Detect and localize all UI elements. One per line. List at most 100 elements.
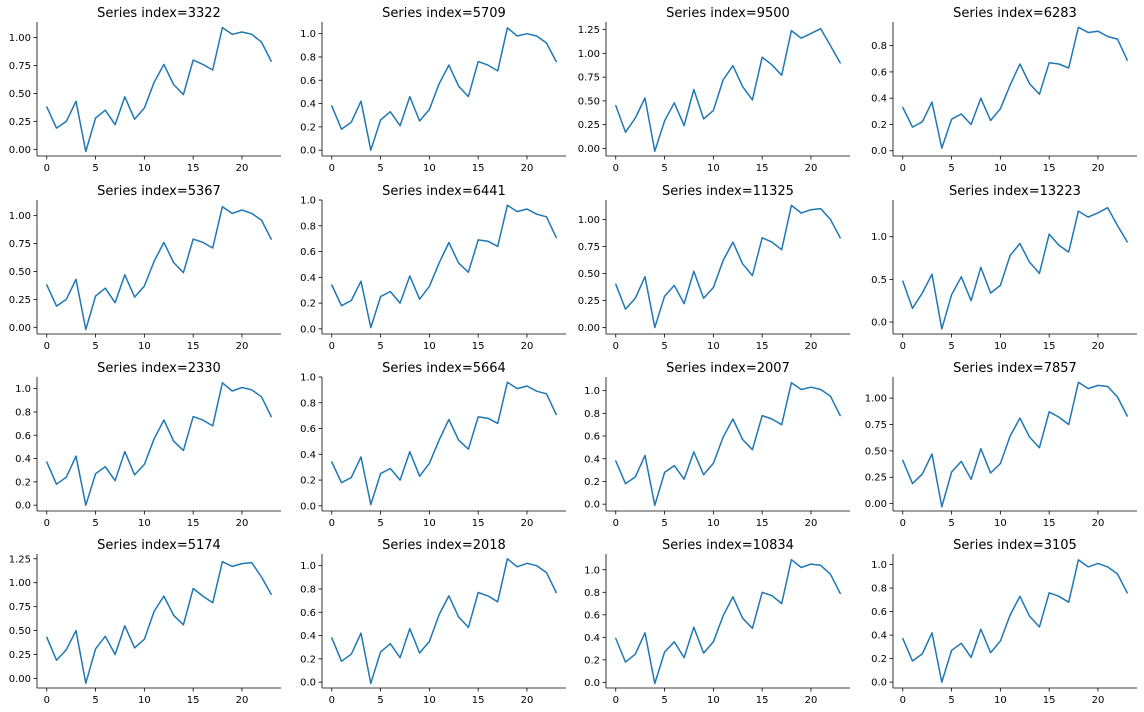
y-tick-label: 0.6 bbox=[300, 424, 316, 435]
y-tick-label: 1.0 bbox=[300, 29, 316, 40]
y-tick-label: 0.6 bbox=[300, 608, 316, 619]
x-tick-label: 20 bbox=[805, 518, 818, 529]
y-tick-label: 0.50 bbox=[9, 89, 31, 100]
y-tick-label: 0.6 bbox=[584, 432, 600, 443]
y-tick-label: 0.0 bbox=[300, 146, 316, 157]
subplot-title: Series index=2007 bbox=[666, 361, 790, 376]
y-tick-label: 1.0 bbox=[300, 561, 316, 572]
x-tick-label: 15 bbox=[1043, 341, 1056, 352]
x-tick-label: 0 bbox=[44, 341, 50, 352]
y-tick-label: 0.8 bbox=[584, 588, 600, 599]
y-tick-label: 0.4 bbox=[15, 454, 31, 465]
y-tick-label: 1.0 bbox=[300, 196, 316, 207]
y-tick-label: 0.0 bbox=[15, 501, 31, 512]
subplot-5: Series index=5367 0 5 10 15 20 0.00 0.25 0.50 0.7… bbox=[9, 184, 281, 352]
y-tick-label: 0.50 bbox=[9, 267, 31, 278]
x-tick-label: 20 bbox=[521, 518, 534, 529]
y-tick-label: 0.6 bbox=[15, 431, 31, 442]
x-tick-label: 0 bbox=[329, 163, 335, 174]
subplot-title: Series index=13223 bbox=[949, 184, 1081, 199]
x-tick-label: 0 bbox=[900, 341, 906, 352]
y-tick-label: 0.0 bbox=[871, 678, 887, 689]
x-tick-label: 20 bbox=[236, 695, 249, 706]
y-tick-label: 0.25 bbox=[578, 120, 600, 131]
x-tick-label: 5 bbox=[377, 341, 383, 352]
x-tick-label: 5 bbox=[377, 695, 383, 706]
y-tick-label: 1.25 bbox=[578, 25, 600, 36]
y-tick-label: 0.4 bbox=[300, 631, 316, 642]
y-tick-label: 0.2 bbox=[300, 122, 316, 133]
x-tick-label: 20 bbox=[1092, 341, 1105, 352]
x-tick-label: 0 bbox=[44, 518, 50, 529]
y-tick-label: 0.00 bbox=[9, 323, 31, 334]
y-tick-label: 0.8 bbox=[584, 409, 600, 420]
y-tick-label: 0.4 bbox=[584, 454, 600, 465]
series-line bbox=[331, 381, 557, 506]
y-tick-label: 0.00 bbox=[865, 499, 887, 510]
x-tick-label: 5 bbox=[377, 163, 383, 174]
subplot-6: Series index=6441 0 5 10 15 20 0.0 0.2 0.4 0.6 0.8… bbox=[300, 184, 566, 352]
x-tick-label: 5 bbox=[948, 695, 954, 706]
series-line bbox=[902, 559, 1128, 683]
subplot-title: Series index=2018 bbox=[382, 538, 506, 553]
x-tick-label: 0 bbox=[613, 695, 619, 706]
x-tick-label: 15 bbox=[756, 163, 769, 174]
y-tick-label: 0.8 bbox=[15, 407, 31, 418]
y-tick-label: 0.25 bbox=[578, 296, 600, 307]
subplot-title: Series index=3105 bbox=[953, 538, 1077, 553]
x-tick-label: 0 bbox=[44, 695, 50, 706]
y-tick-label: 0.6 bbox=[300, 247, 316, 258]
series-line bbox=[331, 27, 557, 151]
x-tick-label: 5 bbox=[92, 518, 98, 529]
y-tick-label: 0.75 bbox=[9, 602, 31, 613]
subplot-title: Series index=5367 bbox=[97, 184, 221, 199]
x-tick-label: 0 bbox=[613, 518, 619, 529]
y-tick-label: 1.00 bbox=[578, 215, 600, 226]
y-tick-label: 1.00 bbox=[9, 33, 31, 44]
x-tick-label: 15 bbox=[756, 341, 769, 352]
y-tick-label: 0.75 bbox=[578, 73, 600, 84]
x-tick-label: 5 bbox=[661, 518, 667, 529]
x-tick-label: 10 bbox=[138, 163, 151, 174]
subplot-2: Series index=5709 0 5 10 15 20 0.0 0.2 0.4 0.6 0.8… bbox=[300, 6, 566, 174]
y-tick-label: 0.0 bbox=[300, 678, 316, 689]
x-tick-label: 15 bbox=[187, 695, 200, 706]
y-tick-label: 0.8 bbox=[300, 52, 316, 63]
x-tick-label: 0 bbox=[900, 518, 906, 529]
y-tick-label: 1.00 bbox=[9, 578, 31, 589]
y-tick-label: 0.8 bbox=[871, 584, 887, 595]
subplot-13: Series index=5174 0 5 10 15 20 0.00 0.25 0.50 0.7… bbox=[9, 538, 281, 706]
series-line bbox=[615, 381, 841, 507]
y-tick-label: 0.00 bbox=[9, 674, 31, 685]
y-tick-label: 0.2 bbox=[871, 654, 887, 665]
y-tick-label: 0.00 bbox=[578, 323, 600, 334]
y-tick-label: 0.25 bbox=[9, 650, 31, 661]
y-tick-label: 0.00 bbox=[578, 144, 600, 155]
y-tick-label: 1.00 bbox=[578, 49, 600, 60]
y-tick-label: 1.00 bbox=[9, 211, 31, 222]
x-tick-label: 5 bbox=[92, 163, 98, 174]
x-tick-label: 5 bbox=[948, 341, 954, 352]
x-tick-label: 5 bbox=[92, 695, 98, 706]
subplot-title: Series index=7857 bbox=[953, 361, 1077, 376]
y-tick-label: 0.6 bbox=[871, 607, 887, 618]
x-tick-label: 20 bbox=[521, 163, 534, 174]
x-tick-label: 10 bbox=[138, 341, 151, 352]
subplot-14: Series index=2018 0 5 10 15 20 0.0 0.2 0.4 0.6 0.8… bbox=[300, 538, 566, 706]
y-tick-label: 0.50 bbox=[578, 269, 600, 280]
y-tick-label: 0.0 bbox=[300, 324, 316, 335]
subplot-16: Series index=3105 0 5 10 15 20 0.0 0.2 0.4 0.6 0.8… bbox=[871, 538, 1137, 706]
y-tick-label: 0.0 bbox=[871, 318, 887, 329]
x-tick-label: 20 bbox=[1092, 695, 1105, 706]
series-line bbox=[46, 205, 272, 331]
y-tick-label: 0.75 bbox=[9, 61, 31, 72]
x-tick-label: 15 bbox=[187, 341, 200, 352]
x-tick-label: 0 bbox=[329, 518, 335, 529]
y-tick-label: 0.4 bbox=[871, 631, 887, 642]
series-line bbox=[902, 26, 1128, 149]
y-tick-label: 0.50 bbox=[865, 446, 887, 457]
y-tick-label: 0.8 bbox=[300, 398, 316, 409]
y-tick-label: 0.2 bbox=[584, 477, 600, 488]
y-tick-label: 0.2 bbox=[300, 654, 316, 665]
y-tick-label: 0.4 bbox=[300, 273, 316, 284]
